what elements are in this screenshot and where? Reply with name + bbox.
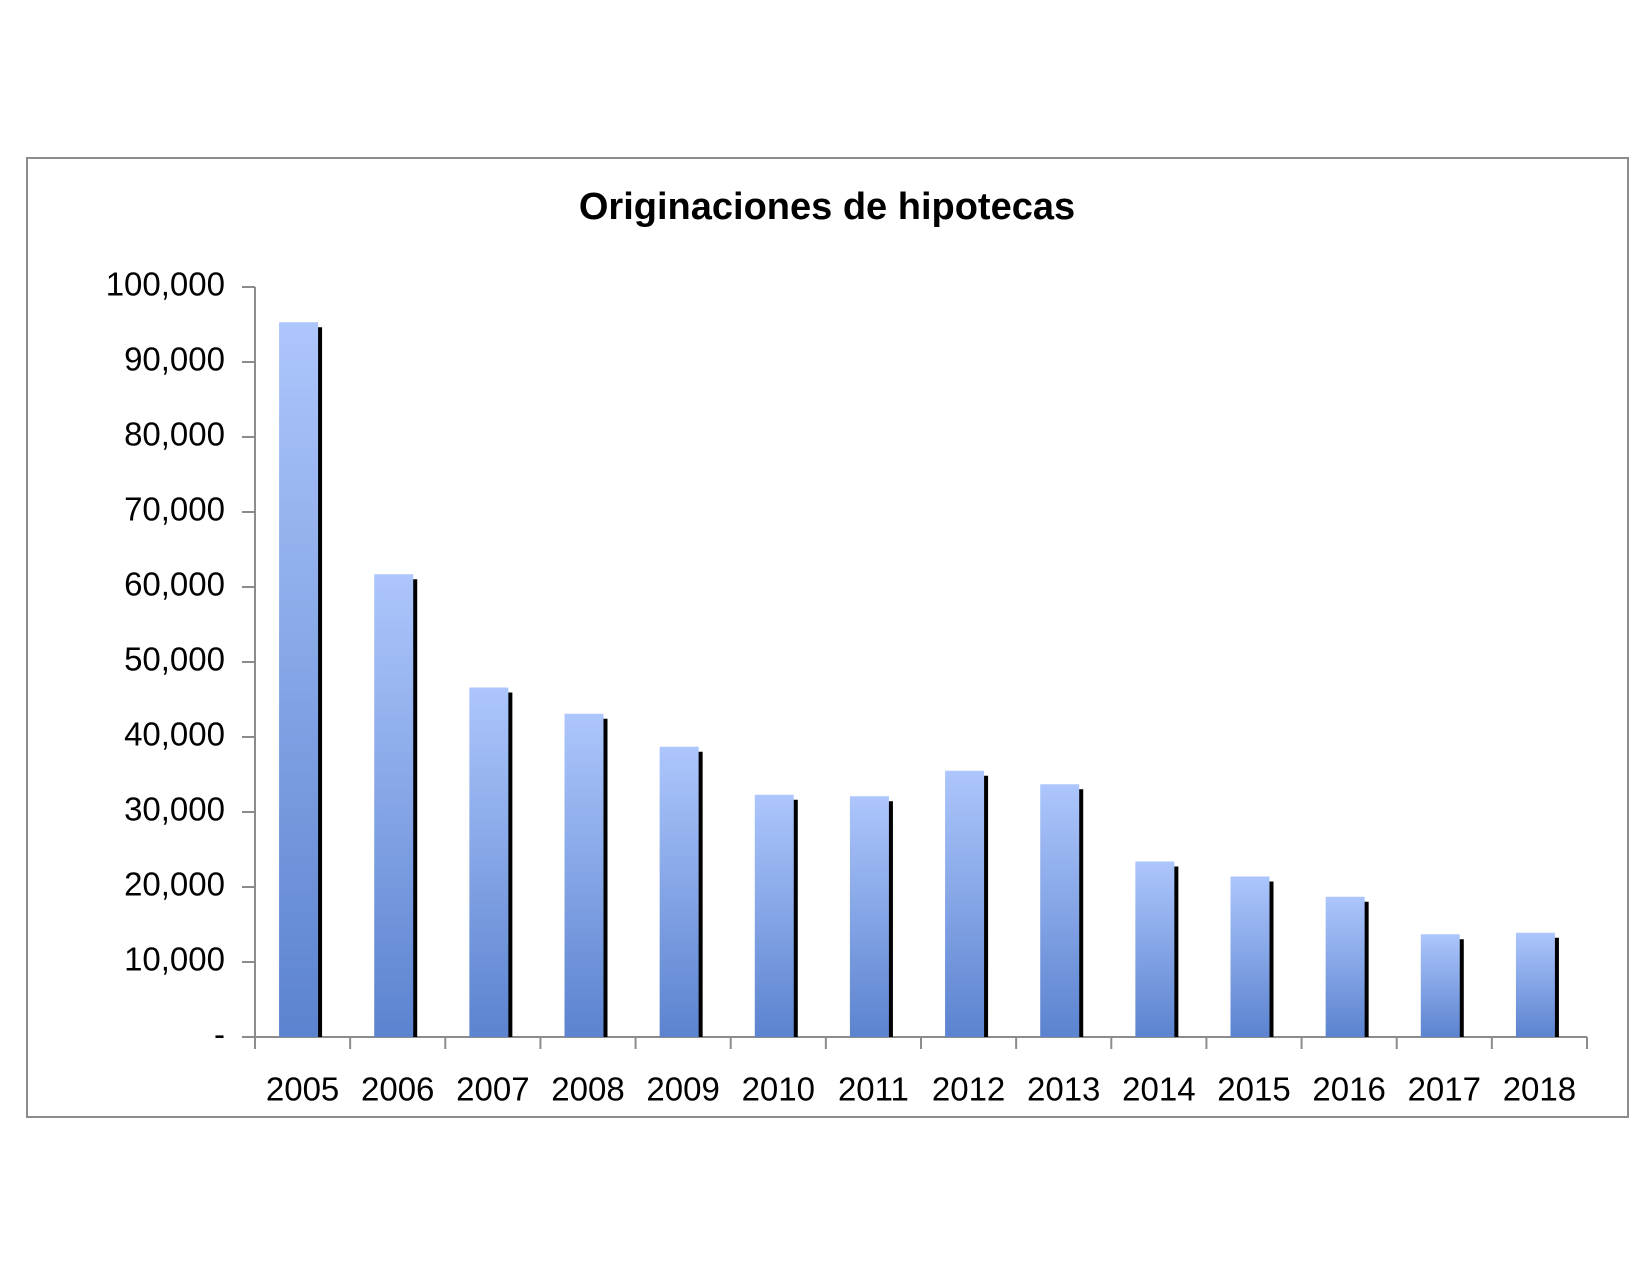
y-tick-label: 60,000	[124, 566, 225, 603]
y-tick-label: 20,000	[124, 866, 225, 903]
y-tick-label: 40,000	[124, 716, 225, 753]
y-tick-label: 10,000	[124, 941, 225, 978]
chart-title: Originaciones de hipotecas	[579, 186, 1075, 228]
bar	[1325, 896, 1365, 1037]
bar	[659, 746, 699, 1037]
y-tick-label: 70,000	[124, 491, 225, 528]
x-tick-label: 2010	[742, 1071, 815, 1108]
y-tick-label: 90,000	[124, 341, 225, 378]
x-tick-label: 2017	[1408, 1071, 1481, 1108]
x-tick-label: 2013	[1027, 1071, 1100, 1108]
x-tick-label: 2018	[1503, 1071, 1576, 1108]
y-tick-label: 80,000	[124, 416, 225, 453]
bar	[469, 687, 509, 1037]
y-tick-label: 100,000	[106, 266, 225, 303]
bar	[1040, 784, 1080, 1037]
y-tick-label: 30,000	[124, 791, 225, 828]
x-tick-label: 2012	[932, 1071, 1005, 1108]
chart-frame	[26, 157, 1629, 1118]
bar	[1230, 876, 1270, 1037]
x-tick-label: 2015	[1217, 1071, 1290, 1108]
bar	[1135, 861, 1175, 1037]
x-tick-label: 2006	[361, 1071, 434, 1108]
x-tick-label: 2011	[838, 1071, 909, 1108]
bar	[1515, 932, 1555, 1037]
bar	[945, 770, 985, 1037]
bar	[374, 574, 414, 1037]
y-tick-label: -	[214, 1016, 225, 1053]
bar	[754, 794, 794, 1037]
x-tick-label: 2007	[456, 1071, 529, 1108]
bar	[279, 322, 319, 1037]
bar	[564, 713, 604, 1037]
x-tick-label: 2014	[1122, 1071, 1195, 1108]
y-tick-label: 50,000	[124, 641, 225, 678]
x-tick-label: 2005	[266, 1071, 339, 1108]
x-tick-label: 2008	[551, 1071, 624, 1108]
bar	[849, 796, 889, 1037]
x-tick-label: 2009	[646, 1071, 719, 1108]
bar	[1420, 934, 1460, 1037]
x-tick-label: 2016	[1312, 1071, 1385, 1108]
